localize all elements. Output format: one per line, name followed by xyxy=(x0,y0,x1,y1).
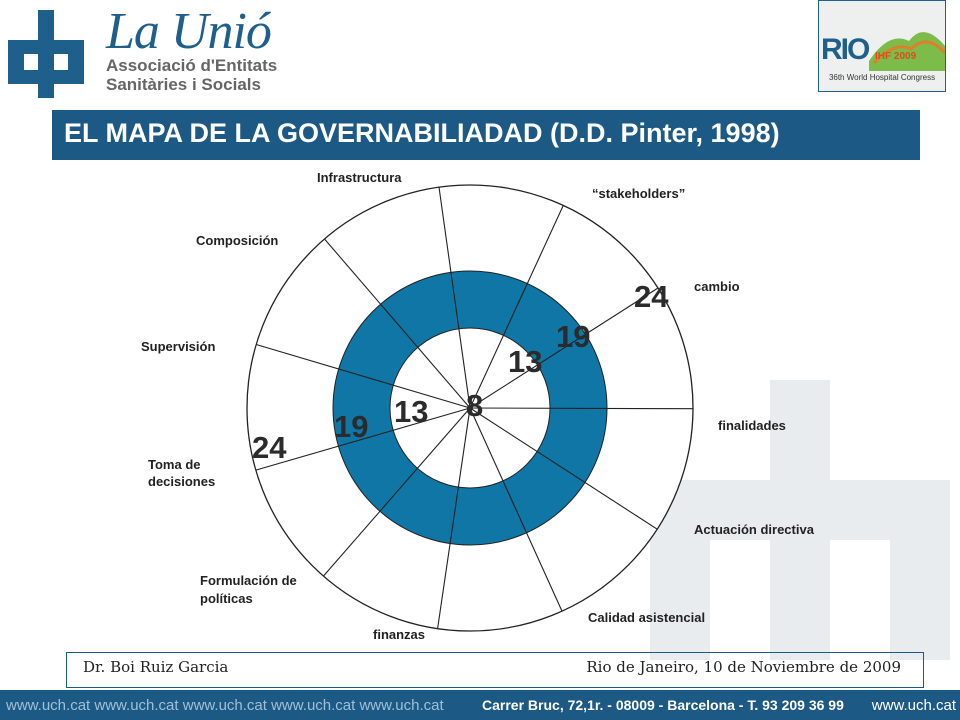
segment-label-finalidades: finalidades xyxy=(718,418,786,433)
footer-place-date: Rio de Janeiro, 10 de Noviembre de 2009 xyxy=(586,658,901,676)
spokes xyxy=(255,187,694,629)
watermark-logo xyxy=(650,380,950,660)
mountain-icon xyxy=(869,32,945,71)
rio-congress-badge: RIO IHF 2009 36th World Hospital Congres… xyxy=(818,0,946,92)
spoke-7 xyxy=(437,407,471,629)
center-hub xyxy=(467,405,473,411)
logo-title: La Unió xyxy=(106,3,272,60)
spoke-3 xyxy=(469,287,659,409)
ihf-label: IHF 2009 xyxy=(875,51,917,62)
congress-label: 36th World Hospital Congress xyxy=(828,73,936,82)
scale-label-24-left: 24 xyxy=(252,430,287,465)
footer-web-repeat: www.uch.cat www.uch.cat www.uch.cat www.… xyxy=(6,697,444,714)
slide-title: EL MAPA DE LA GOVERNABILIADAD (D.D. Pint… xyxy=(64,118,780,148)
footer-address: Carrer Bruc, 72,1r. - 08009 - Barcelona … xyxy=(482,697,844,713)
spoke-6 xyxy=(469,407,563,612)
scale-label-19-right: 19 xyxy=(556,319,591,354)
logo-subtitle-line-1: Associació d'Entitats xyxy=(106,56,278,75)
segment-label-actuacion-directiva: Actuación directiva xyxy=(694,522,814,537)
spoke-5 xyxy=(469,407,658,530)
spoke-10 xyxy=(256,343,471,409)
scale-label-24-right: 24 xyxy=(634,279,669,314)
scale-label-13-right: 13 xyxy=(508,344,543,379)
footer-bar: www.uch.cat www.uch.cat www.uch.cat www.… xyxy=(0,690,960,720)
uch-logo-icon xyxy=(8,10,84,98)
segment-label-composicion: Composición xyxy=(196,233,279,248)
footer-web-link[interactable]: www.uch.cat xyxy=(871,697,956,714)
segment-label-formulacion-1: Formulación de xyxy=(200,573,297,588)
spoke-2 xyxy=(469,205,564,409)
segment-label-formulacion-2: políticas xyxy=(200,591,253,606)
segment-label-calidad-asistencial: Calidad asistencial xyxy=(588,610,706,625)
spoke-8 xyxy=(322,407,471,577)
scale-label-19-left: 19 xyxy=(334,409,369,444)
rio-wordmark: RIO xyxy=(821,33,870,66)
segment-label-toma-1: Toma de xyxy=(148,457,201,472)
footer-author: Dr. Boi Ruiz Garcia xyxy=(83,658,229,676)
title-bar: EL MAPA DE LA GOVERNABILIADAD (D.D. Pint… xyxy=(52,110,920,160)
scale-label-8-center: 8 xyxy=(466,388,484,423)
segment-label-finanzas: finanzas xyxy=(373,627,426,642)
spoke-9 xyxy=(255,407,471,471)
segment-label-supervision: Supervisión xyxy=(141,339,216,354)
segment-label-infrastructura: Infrastructura xyxy=(317,170,402,185)
segment-label-cambio: cambio xyxy=(694,279,740,294)
segment-label-toma-2: decisiones xyxy=(148,474,216,489)
logo-subtitle-line-2: Sanitàries i Socials xyxy=(106,75,261,94)
scale-label-13-left: 13 xyxy=(394,394,429,429)
spoke-1 xyxy=(438,187,471,409)
footer-credits: Dr. Boi Ruiz Garcia Rio de Janeiro, 10 d… xyxy=(66,652,924,688)
spoke-11 xyxy=(324,238,471,409)
segment-label-stakeholders: “stakeholders” xyxy=(592,186,686,201)
spoke-4 xyxy=(469,407,694,410)
